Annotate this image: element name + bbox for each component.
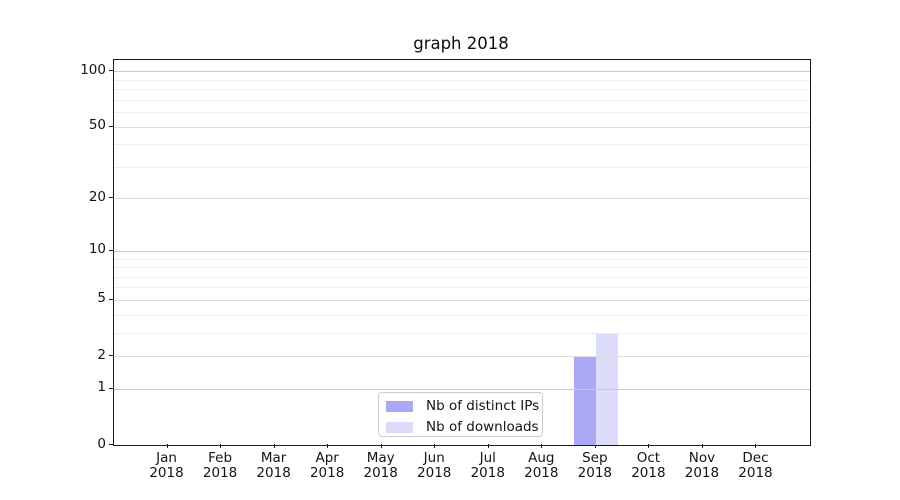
minor-gridline xyxy=(114,276,810,278)
legend-label-distinct-ips: Nb of distinct IPs xyxy=(426,398,540,414)
x-tick-label: May 2018 xyxy=(363,450,398,481)
minor-gridline xyxy=(114,332,810,334)
x-tick-label: Aug 2018 xyxy=(524,450,559,481)
y-tick xyxy=(109,249,113,251)
x-tick xyxy=(487,444,489,448)
minor-gridline xyxy=(114,112,810,114)
x-tick xyxy=(755,444,757,448)
x-tick xyxy=(220,444,222,448)
x-tick-label: Jun 2018 xyxy=(417,450,452,481)
x-tick-label: Mar 2018 xyxy=(256,450,291,481)
major-gridline xyxy=(114,299,810,301)
y-tick-label: 20 xyxy=(88,188,106,205)
major-gridline xyxy=(114,250,810,252)
x-tick-label: Sep 2018 xyxy=(577,450,613,481)
minor-gridline xyxy=(114,166,810,168)
plot-area xyxy=(113,59,811,446)
major-gridline xyxy=(114,388,810,390)
y-tick-label: 100 xyxy=(80,61,106,78)
y-tick xyxy=(109,197,113,199)
y-tick xyxy=(109,125,113,127)
legend-swatch-downloads xyxy=(386,421,413,433)
major-gridline xyxy=(114,198,810,200)
minor-gridline xyxy=(114,287,810,289)
minor-gridline xyxy=(114,99,810,101)
x-tick xyxy=(166,444,168,448)
x-tick xyxy=(380,444,382,448)
x-tick-label: Oct 2018 xyxy=(631,450,666,481)
legend-swatch-distinct-ips xyxy=(386,400,413,412)
y-tick-label: 0 xyxy=(97,435,106,452)
y-tick xyxy=(109,355,113,357)
legend-item-distinct-ips: Nb of distinct IPs xyxy=(386,397,542,415)
major-gridline xyxy=(114,126,810,128)
x-tick xyxy=(701,444,703,448)
x-tick xyxy=(327,444,329,448)
y-tick-label: 5 xyxy=(97,290,106,307)
minor-gridline xyxy=(114,314,810,316)
x-tick-label: Jan 2018 xyxy=(149,450,184,481)
x-tick xyxy=(434,444,436,448)
bar-downloads-sep xyxy=(595,332,618,445)
minor-gridline xyxy=(114,79,810,81)
x-tick xyxy=(273,444,275,448)
major-gridline xyxy=(114,71,810,73)
x-tick-label: Apr 2018 xyxy=(309,450,345,481)
y-tick-label: 2 xyxy=(97,346,106,363)
y-tick xyxy=(109,70,113,72)
x-tick xyxy=(648,444,650,448)
chart-title: graph 2018 xyxy=(413,34,509,53)
x-tick xyxy=(541,444,543,448)
y-tick xyxy=(109,387,113,389)
y-tick xyxy=(109,444,113,445)
minor-gridline xyxy=(114,267,810,269)
x-tick xyxy=(594,444,596,448)
y-tick-label: 10 xyxy=(88,241,106,258)
minor-gridline xyxy=(114,258,810,260)
x-tick-label: Dec 2018 xyxy=(738,450,773,481)
minor-gridline xyxy=(114,89,810,91)
legend-label-downloads: Nb of downloads xyxy=(426,419,539,435)
y-tick xyxy=(109,298,113,300)
minor-gridline xyxy=(114,144,810,146)
y-tick-label: 50 xyxy=(88,117,106,134)
major-gridline xyxy=(114,356,810,358)
legend-item-downloads: Nb of downloads xyxy=(386,418,542,436)
x-tick-label: Jul 2018 xyxy=(470,450,505,481)
x-tick-label: Feb 2018 xyxy=(202,450,238,481)
x-tick-label: Nov 2018 xyxy=(684,450,720,481)
legend: Nb of distinct IPs Nb of downloads xyxy=(378,392,543,437)
y-tick-label: 1 xyxy=(97,379,106,396)
bar-distinct-ips-sep xyxy=(573,356,596,445)
